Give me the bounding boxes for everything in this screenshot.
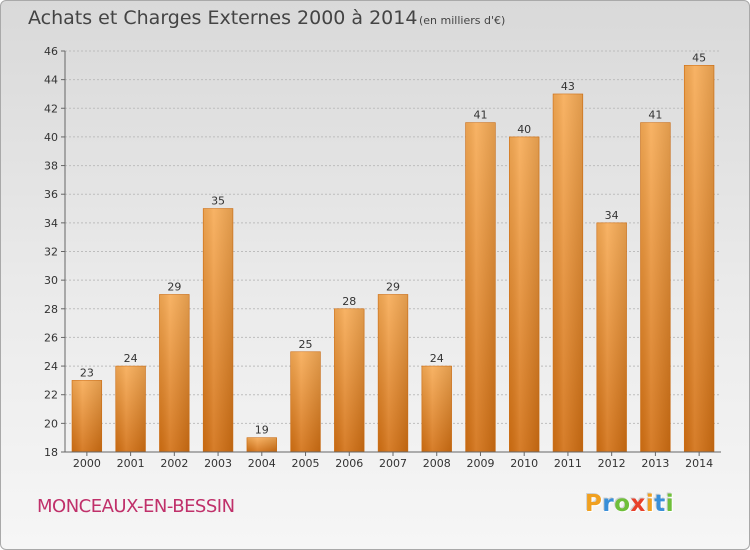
axes bbox=[61, 50, 721, 456]
bar-value-label: 41 bbox=[648, 109, 662, 122]
bar-value-label: 19 bbox=[255, 424, 269, 437]
y-tick-label: 32 bbox=[44, 246, 58, 259]
y-tick-label: 24 bbox=[44, 360, 58, 373]
logo-letter: r bbox=[602, 491, 615, 517]
y-tick-label: 44 bbox=[44, 74, 58, 87]
x-tick-label: 2004 bbox=[248, 457, 276, 470]
x-tick-label: 2011 bbox=[554, 457, 582, 470]
bar-shine bbox=[115, 366, 146, 452]
bar-shine bbox=[509, 136, 540, 452]
y-tick-label: 34 bbox=[44, 217, 58, 230]
x-tick-label: 2013 bbox=[641, 457, 669, 470]
bar-shine bbox=[203, 208, 233, 452]
x-tick-label: 2002 bbox=[160, 457, 188, 470]
y-tick-label: 20 bbox=[44, 417, 58, 430]
bar-shine bbox=[684, 65, 715, 453]
x-tick-label: 2005 bbox=[292, 457, 320, 470]
bar-shine bbox=[71, 380, 102, 452]
y-tick-label: 46 bbox=[44, 45, 58, 58]
proxiti-logo[interactable]: Proxiti bbox=[585, 491, 674, 517]
logo-letter: o bbox=[614, 491, 631, 517]
bar-shine bbox=[465, 122, 496, 452]
bar-value-label: 29 bbox=[386, 280, 400, 293]
chart-title: Achats et Charges Externes 2000 à 2014 bbox=[28, 7, 418, 29]
bars bbox=[71, 65, 715, 453]
x-tick-label: 2012 bbox=[598, 457, 626, 470]
bar-shine bbox=[421, 366, 452, 452]
x-tick-label: 2008 bbox=[423, 457, 451, 470]
y-tick-label: 42 bbox=[44, 102, 58, 115]
logo-letter: i bbox=[665, 491, 675, 517]
bar-shine bbox=[378, 294, 408, 452]
bar-value-label: 35 bbox=[211, 195, 225, 208]
x-tick-label: 2003 bbox=[204, 457, 232, 470]
y-tick-label: 18 bbox=[44, 446, 58, 459]
labels: 18 20 22 24 26 28 30 32 34 36 38 40 42 44 46 23 2000 24 20… bbox=[44, 45, 713, 470]
bar-value-label: 23 bbox=[80, 366, 94, 379]
bar-shine bbox=[290, 351, 321, 452]
y-tick-label: 40 bbox=[44, 131, 58, 144]
logo-letter: i bbox=[645, 491, 655, 517]
bar-value-label: 28 bbox=[342, 295, 356, 308]
logo-letter: P bbox=[585, 491, 603, 517]
bar-shine bbox=[640, 122, 671, 452]
x-tick-label: 2009 bbox=[466, 457, 494, 470]
y-tick-label: 22 bbox=[44, 389, 58, 402]
x-tick-label: 2006 bbox=[335, 457, 363, 470]
x-tick-label: 2001 bbox=[117, 457, 145, 470]
bar-value-label: 40 bbox=[517, 123, 531, 136]
bar-value-label: 43 bbox=[561, 80, 575, 93]
bar-value-label: 25 bbox=[299, 338, 313, 351]
bar-value-label: 45 bbox=[692, 51, 706, 64]
bar-value-label: 41 bbox=[473, 109, 487, 122]
bar-value-label: 34 bbox=[605, 209, 619, 222]
bar-value-label: 29 bbox=[167, 280, 181, 293]
logo-letter: t bbox=[654, 491, 666, 517]
y-tick-label: 30 bbox=[44, 274, 58, 287]
bar-shine bbox=[159, 294, 190, 452]
logo-letter: x bbox=[630, 491, 646, 517]
y-tick-label: 26 bbox=[44, 331, 58, 344]
town-name: MONCEAUX-EN-BESSIN bbox=[37, 496, 235, 517]
x-tick-label: 2010 bbox=[510, 457, 538, 470]
bar-value-label: 24 bbox=[430, 352, 444, 365]
bar-shine bbox=[246, 437, 277, 452]
bar-shine bbox=[596, 222, 627, 452]
chart-subtitle: (en milliers d'€) bbox=[419, 14, 506, 27]
bar-value-label: 24 bbox=[124, 352, 138, 365]
bar-shine bbox=[334, 308, 365, 452]
x-tick-label: 2014 bbox=[685, 457, 713, 470]
y-tick-label: 38 bbox=[44, 160, 58, 173]
bar-shine bbox=[553, 93, 583, 452]
x-tick-label: 2007 bbox=[379, 457, 407, 470]
y-tick-label: 36 bbox=[44, 188, 58, 201]
y-tick-label: 28 bbox=[44, 303, 58, 316]
x-tick-label: 2000 bbox=[73, 457, 101, 470]
